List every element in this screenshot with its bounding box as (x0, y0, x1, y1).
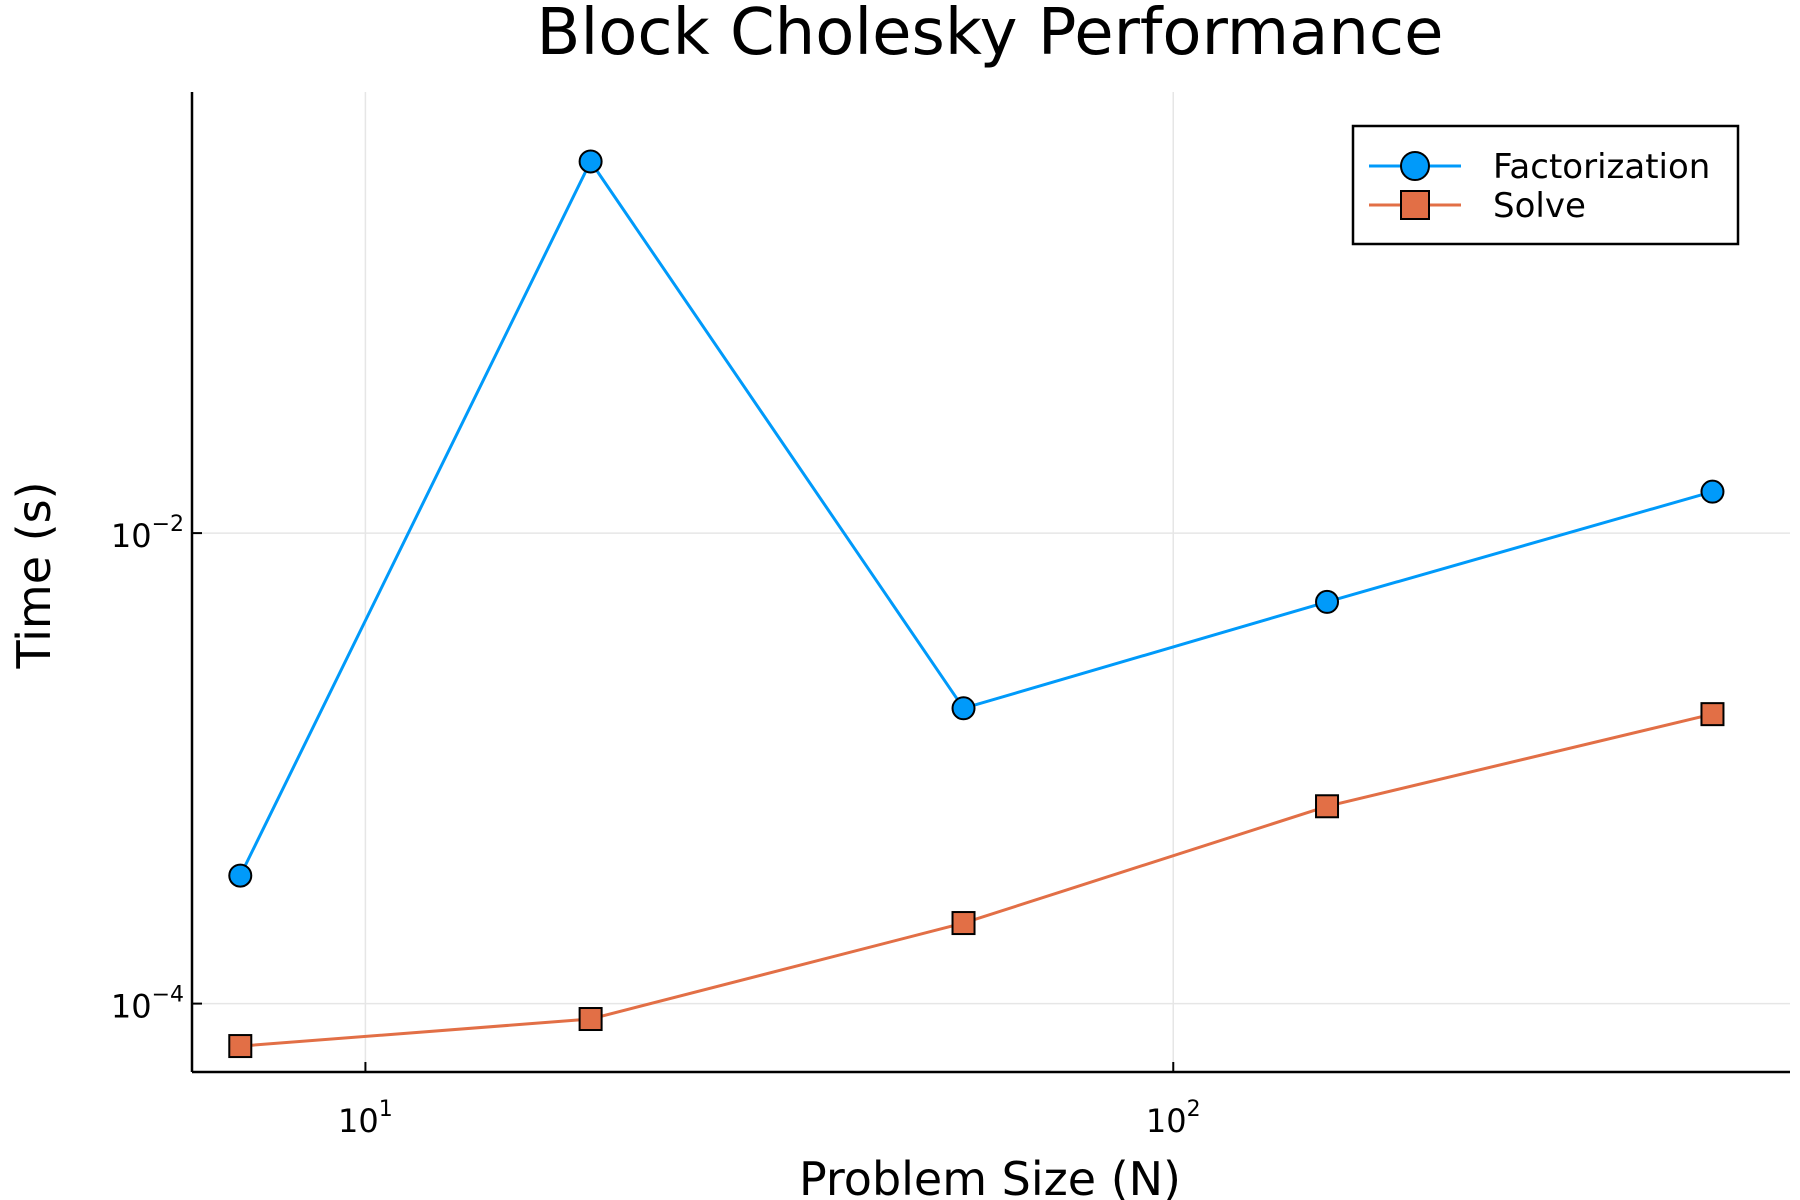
legend-marker-factorization (1400, 151, 1430, 181)
point-factorization-1 (578, 149, 603, 174)
point-solve-1 (578, 1007, 603, 1032)
x-tick-label-1: 102 (1146, 1097, 1201, 1140)
point-solve-4 (1700, 702, 1725, 727)
y-tick-label-1: 10−4 (111, 983, 184, 1026)
axes (190, 92, 1790, 1074)
y-axis-label: Time (s) (7, 481, 61, 669)
legend-entry-factorization: Factorization (1369, 147, 1710, 187)
series-solve (228, 702, 1725, 1059)
legend-entry-solve: Solve (1369, 186, 1586, 226)
y-tick-label-0: 10−2 (111, 512, 184, 555)
legend-label-factorization: Factorization (1493, 147, 1710, 187)
point-factorization-3 (1315, 589, 1340, 614)
series-factorization (228, 149, 1725, 888)
point-solve-3 (1315, 794, 1340, 819)
legend-box (1351, 124, 1740, 246)
point-factorization-2 (951, 696, 976, 721)
legend-label-solve: Solve (1493, 186, 1586, 226)
grid-lines (192, 92, 1790, 1072)
series-layer (228, 149, 1725, 1059)
tick-labels: 101 102 10−2 10−4 (111, 512, 1201, 1140)
point-factorization-4 (1700, 479, 1725, 504)
chart-title: Block Cholesky Performance (537, 0, 1444, 70)
point-factorization-0 (228, 863, 253, 888)
x-tick-label-0: 101 (338, 1097, 393, 1140)
legend-marker-solve (1400, 190, 1430, 220)
point-solve-0 (228, 1034, 253, 1059)
x-axis-label: Problem Size (N) (799, 1152, 1181, 1200)
point-solve-2 (951, 911, 976, 936)
